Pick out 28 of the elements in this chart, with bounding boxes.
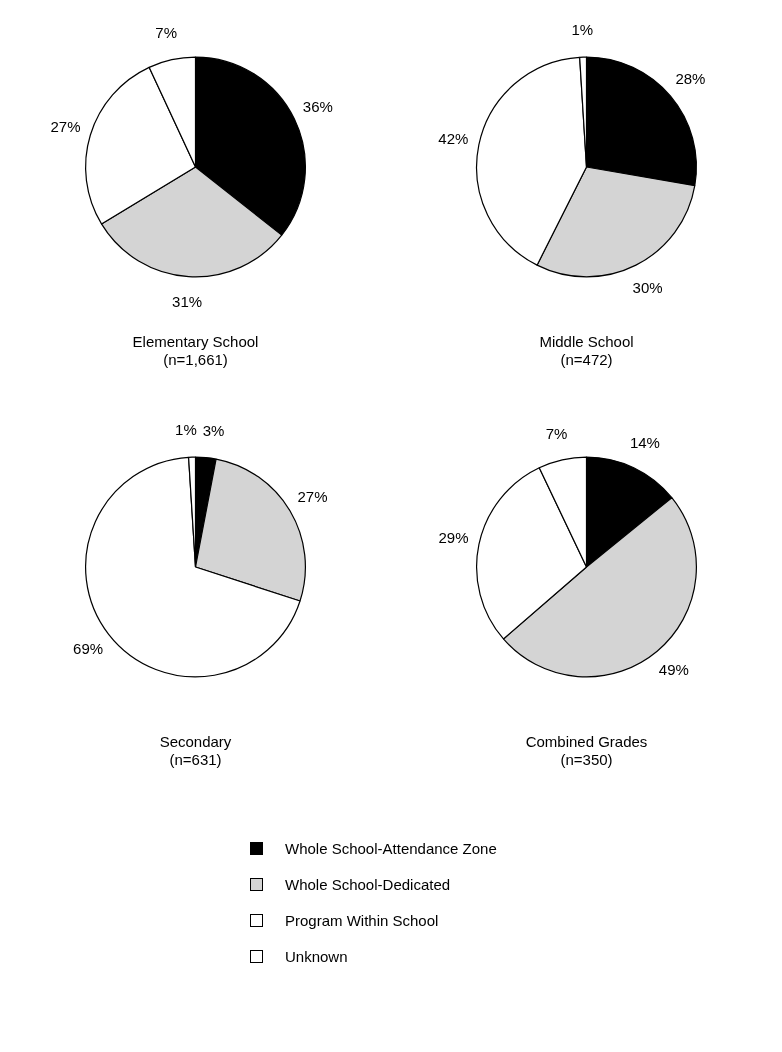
- data-label: 30%: [632, 278, 663, 296]
- data-label: 14%: [629, 434, 660, 452]
- legend-label: Whole School-Attendance Zone: [285, 839, 497, 857]
- data-label: 49%: [658, 661, 689, 679]
- data-label: 31%: [172, 292, 203, 310]
- legend-label: Whole School-Dedicated: [285, 875, 451, 893]
- data-label: 27%: [297, 487, 328, 505]
- text: Combined Grades: [525, 733, 648, 751]
- text: Elementary School: [132, 333, 259, 351]
- data-label: 1%: [175, 421, 197, 439]
- data-label: 29%: [438, 529, 469, 547]
- legend-label: Unknown: [285, 947, 348, 965]
- data-label: 36%: [302, 97, 333, 115]
- text: Secondary: [159, 733, 232, 751]
- text: (n=631): [169, 751, 222, 769]
- data-label: 3%: [202, 421, 225, 439]
- data-label: 1%: [571, 21, 594, 39]
- data-label: 28%: [675, 69, 706, 87]
- data-label: 27%: [50, 117, 81, 135]
- text: (n=472): [560, 351, 613, 369]
- data-label: 69%: [73, 640, 104, 658]
- text: (n=1,661): [163, 351, 228, 369]
- legend-label: Program Within School: [285, 911, 439, 929]
- text: (n=350): [560, 751, 613, 769]
- text: Middle School: [539, 333, 634, 351]
- data-label: 42%: [438, 129, 469, 147]
- data-label: 7%: [545, 424, 568, 442]
- data-label: 7%: [155, 24, 177, 42]
